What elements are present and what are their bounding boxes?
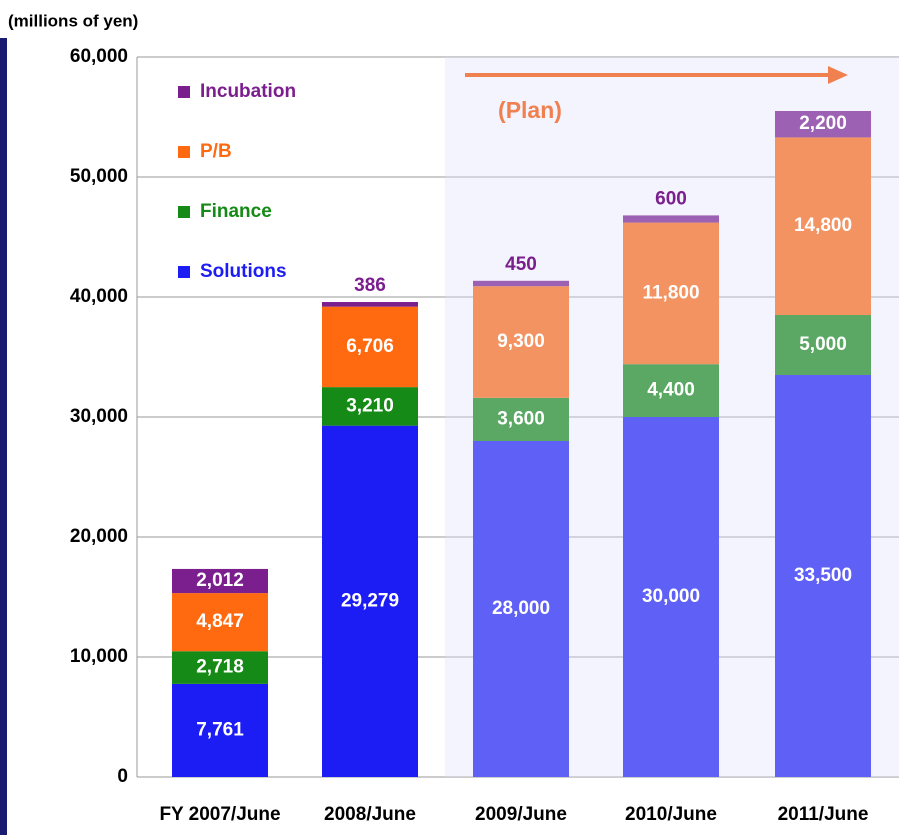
value-label: 9,300	[497, 331, 545, 352]
value-label: 30,000	[642, 586, 700, 607]
bar-segment	[775, 137, 871, 315]
y-tick-label: 0	[117, 766, 128, 787]
y-tick-label: 10,000	[70, 646, 128, 667]
bar-segment	[322, 302, 418, 307]
bar-segment	[623, 222, 719, 365]
legend-swatch	[178, 206, 190, 218]
y-tick-label: 20,000	[70, 526, 128, 547]
plan-arrowhead	[828, 66, 848, 84]
bar-segment	[775, 375, 871, 777]
y-tick-label: 40,000	[70, 286, 128, 307]
legend-swatch	[178, 266, 190, 278]
value-label: 4,847	[196, 611, 244, 632]
value-label: 2,012	[196, 570, 244, 591]
value-label: 3,600	[497, 408, 545, 429]
y-unit: (millions of yen)	[8, 11, 138, 30]
bar-segment	[623, 215, 719, 223]
y-tick-label: 60,000	[70, 46, 128, 67]
bar-segment	[322, 425, 418, 777]
plan-label: (Plan)	[498, 97, 562, 123]
bar-segment	[473, 441, 569, 777]
value-label: 11,800	[642, 282, 699, 303]
y-tick-label: 30,000	[70, 406, 128, 427]
x-tick-label: 2009/June	[475, 804, 567, 825]
value-label: 386	[354, 275, 386, 296]
legend-label: Solutions	[200, 261, 287, 282]
bar-segment	[172, 683, 268, 777]
bar-segment	[473, 286, 569, 398]
legend-label: P/B	[200, 141, 232, 162]
value-label: 2,718	[196, 657, 244, 678]
legend-swatch	[178, 86, 190, 98]
value-label: 600	[655, 188, 687, 209]
value-label: 4,400	[647, 380, 695, 401]
bar-segment	[623, 364, 719, 417]
value-label: 33,500	[794, 565, 852, 586]
x-tick-label: FY 2007/June	[159, 804, 280, 825]
y-tick-label: 50,000	[70, 166, 128, 187]
value-label: 5,000	[799, 334, 847, 355]
value-label: 7,761	[196, 719, 244, 740]
legend-label: Incubation	[200, 81, 296, 102]
plan-shade	[445, 57, 899, 777]
legend-label: Finance	[200, 201, 272, 222]
value-label: 29,279	[341, 590, 399, 611]
value-label: 28,000	[492, 598, 550, 619]
value-label: 3,210	[346, 395, 394, 416]
bar-segment	[322, 306, 418, 388]
value-label: 2,200	[799, 113, 847, 134]
bar-segment	[172, 651, 268, 684]
value-label: 14,800	[794, 215, 852, 236]
bar-segment	[775, 315, 871, 375]
bar-segment	[172, 568, 268, 594]
value-label: 6,706	[346, 336, 394, 357]
value-label: 450	[505, 254, 537, 275]
legend-swatch	[178, 146, 190, 158]
x-tick-label: 2008/June	[324, 804, 416, 825]
x-tick-label: 2011/June	[778, 804, 869, 825]
left-border	[0, 38, 7, 835]
bar-segment	[775, 111, 871, 138]
bar-segment	[473, 397, 569, 441]
bar-segment	[172, 593, 268, 652]
bar-segment	[473, 280, 569, 287]
bar-segment	[322, 387, 418, 426]
bar-segment	[623, 417, 719, 777]
x-tick-label: 2010/June	[625, 804, 717, 825]
